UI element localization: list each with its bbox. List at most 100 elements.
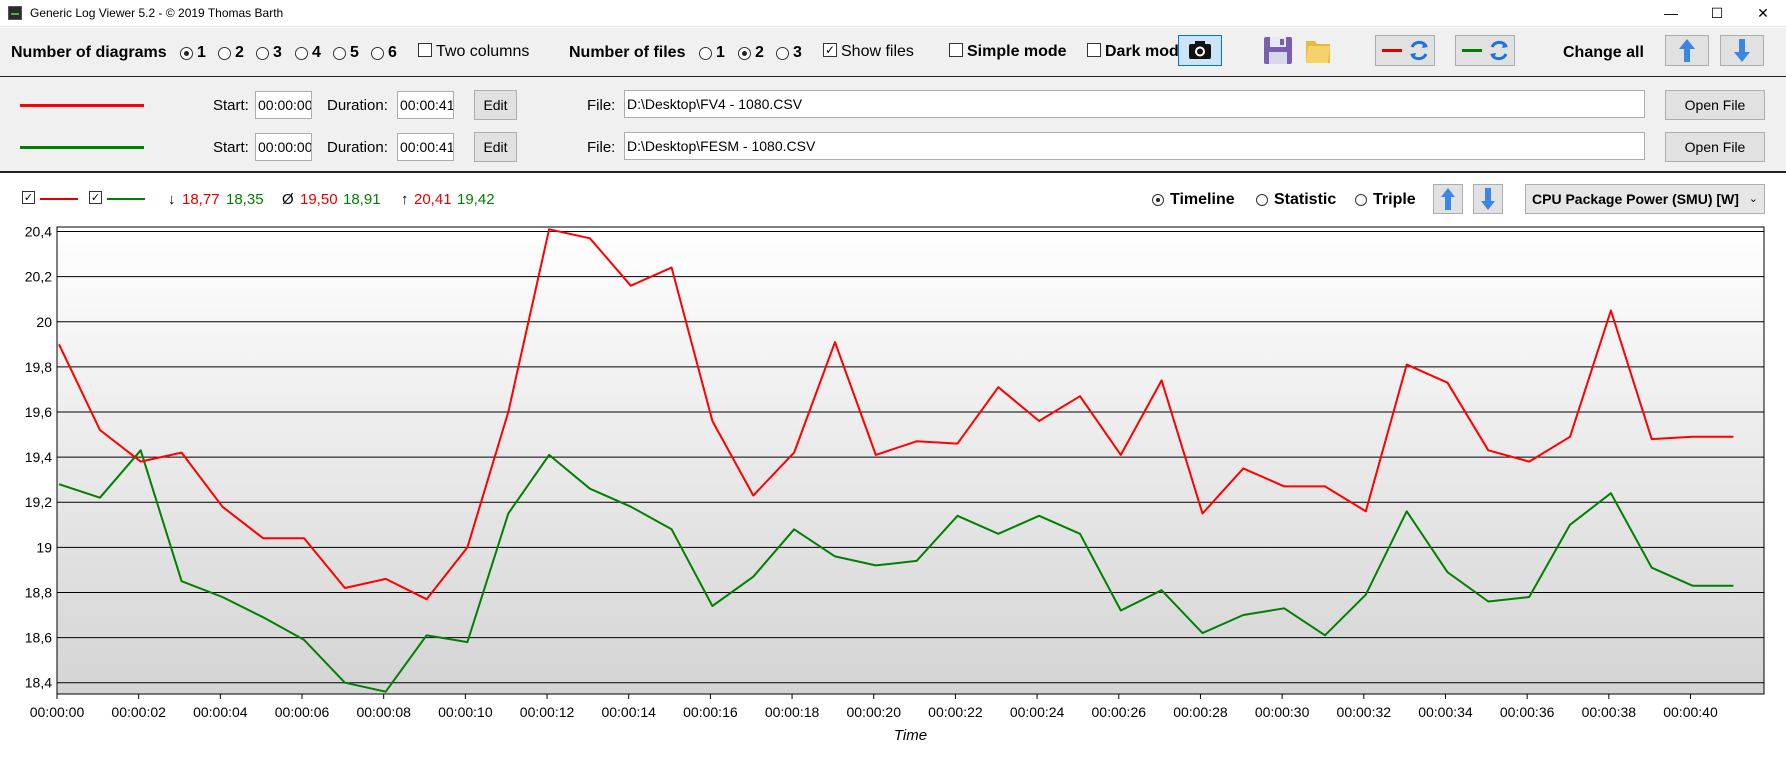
diagrams-radio-1[interactable] [180,47,193,60]
swap-red-button[interactable] [1375,35,1435,66]
camera-icon [1189,41,1211,59]
folder-icon [1306,41,1330,63]
simple-mode-checkbox[interactable] [949,43,963,57]
arrow-up-icon [1679,39,1695,62]
diagrams-radio-6[interactable] [371,47,384,60]
y-tick-label: 19,8 [25,359,52,375]
files-radio-1[interactable] [699,47,712,60]
series1-visible-checkbox[interactable]: ✓ [22,191,35,204]
change-all-label: Change all [1563,44,1644,61]
file1-path-input[interactable]: D:\Desktop\FV4 - 1080.CSV [624,90,1645,118]
x-tick-label: 00:00:08 [356,704,411,720]
move-down-all-button[interactable] [1720,35,1764,66]
x-tick-label: 00:00:36 [1500,704,1555,720]
diagrams-option-4: 4 [312,44,321,61]
arrow-up-icon [1441,188,1455,210]
toolbar: Number of diagrams 1 2 3 4 5 6 Two colum… [0,28,1786,76]
open-folder-button[interactable] [1302,35,1334,66]
x-tick-label: 00:00:40 [1663,704,1718,720]
files-option-1: 1 [716,44,725,61]
file1-open-button[interactable]: Open File [1665,90,1765,120]
file2-color-line [20,146,144,149]
statistic-label: Statistic [1274,191,1337,208]
arrow-down-icon [1481,188,1495,210]
app-icon [8,6,22,20]
x-tick-label: 00:00:32 [1337,704,1392,720]
swap-green-button[interactable] [1455,35,1515,66]
x-tick-label: 00:00:00 [30,704,85,720]
maximize-button[interactable]: ☐ [1710,5,1724,21]
sensor-select-value: CPU Package Power (SMU) [W] [1532,191,1739,207]
file2-path-input[interactable]: D:\Desktop\FESM - 1080.CSV [624,132,1645,160]
series2-visible-checkbox[interactable]: ✓ [89,191,102,204]
diagrams-option-5: 5 [350,44,359,61]
max-symbol: ↑ [401,191,409,208]
avg-red-value: 19,50 [300,191,338,208]
x-tick-label: 00:00:02 [111,704,166,720]
close-button[interactable]: ✕ [1757,5,1769,21]
plot-area [57,227,1764,694]
statistic-radio[interactable] [1256,194,1268,206]
timeline-radio[interactable] [1152,194,1164,206]
title-bar: Generic Log Viewer 5.2 - © 2019 Thomas B… [0,0,1786,27]
move-up-all-button[interactable] [1665,35,1709,66]
x-axis-label: Time [894,727,927,744]
files-radio-3[interactable] [776,47,789,60]
file2-duration-input[interactable]: 00:00:41 [397,133,454,161]
file1-edit-button[interactable]: Edit [474,90,517,120]
y-tick-label: 18,8 [25,584,52,600]
max-green-value: 19,42 [457,191,495,208]
y-axis-ticks: 18,4 18,6 18,8 19 19,2 19,4 19,6 19,8 20 20,2 20,4 [25,225,52,691]
show-files-checkbox[interactable]: ✓ [823,43,837,57]
dark-mode-checkbox[interactable] [1087,43,1101,57]
file1-file-label: File: [587,97,616,114]
x-tick-label: 00:00:14 [601,704,656,720]
diagram-move-up-button[interactable] [1433,184,1463,214]
file1-start-label: Start: [213,97,249,114]
sensor-select[interactable]: CPU Package Power (SMU) [W] ⌄ [1525,184,1765,214]
two-columns-checkbox[interactable] [418,43,432,57]
files-option-3: 3 [793,44,802,61]
number-of-diagrams-label: Number of diagrams [11,44,167,61]
x-tick-label: 00:00:16 [683,704,738,720]
window-title: Generic Log Viewer 5.2 - © 2019 Thomas B… [30,6,284,20]
x-tick-label: 00:00:22 [928,704,983,720]
x-tick-label: 00:00:04 [193,704,248,720]
y-tick-label: 19,6 [25,404,52,420]
triple-radio[interactable] [1355,194,1367,206]
file2-start-input[interactable]: 00:00:00 [255,133,312,161]
x-tick-label: 00:00:38 [1582,704,1637,720]
x-tick-label: 00:00:30 [1255,704,1310,720]
diagrams-radio-4[interactable] [295,47,308,60]
x-tick-label: 00:00:28 [1173,704,1228,720]
y-tick-label: 20,4 [25,225,52,240]
min-red-value: 18,77 [182,191,220,208]
dark-mode-label: Dark mod [1105,43,1179,60]
grid-lines [56,226,1765,695]
save-button[interactable] [1262,35,1294,66]
chart-header: ✓ ✓ ↓ 18,77 18,35 Ø 19,50 18,91 ↑ 20,41 … [0,173,1786,225]
screenshot-button[interactable] [1178,35,1222,66]
series1-legend-line [40,198,78,200]
x-tick-label: 00:00:10 [438,704,493,720]
x-tick-label: 00:00:34 [1418,704,1473,720]
minimize-button[interactable]: — [1664,5,1678,21]
files-radio-2[interactable] [738,47,751,60]
y-tick-label: 18,6 [25,630,52,646]
file1-duration-input[interactable]: 00:00:41 [397,91,454,119]
diagrams-radio-2[interactable] [218,47,231,60]
x-tick-label: 00:00:12 [520,704,575,720]
arrow-down-icon [1734,39,1750,62]
y-tick-label: 20 [36,314,52,330]
diagrams-radio-5[interactable] [333,47,346,60]
file2-open-button[interactable]: Open File [1665,132,1765,162]
diagrams-radio-3[interactable] [256,47,269,60]
series-1-line [58,228,1734,601]
y-tick-label: 19,2 [25,494,52,510]
timeline-label: Timeline [1170,191,1235,208]
file1-start-input[interactable]: 00:00:00 [255,91,312,119]
file2-edit-button[interactable]: Edit [474,132,517,162]
diagram-move-down-button[interactable] [1473,184,1503,214]
series2-legend-line [107,198,145,200]
min-green-value: 18,35 [226,191,264,208]
